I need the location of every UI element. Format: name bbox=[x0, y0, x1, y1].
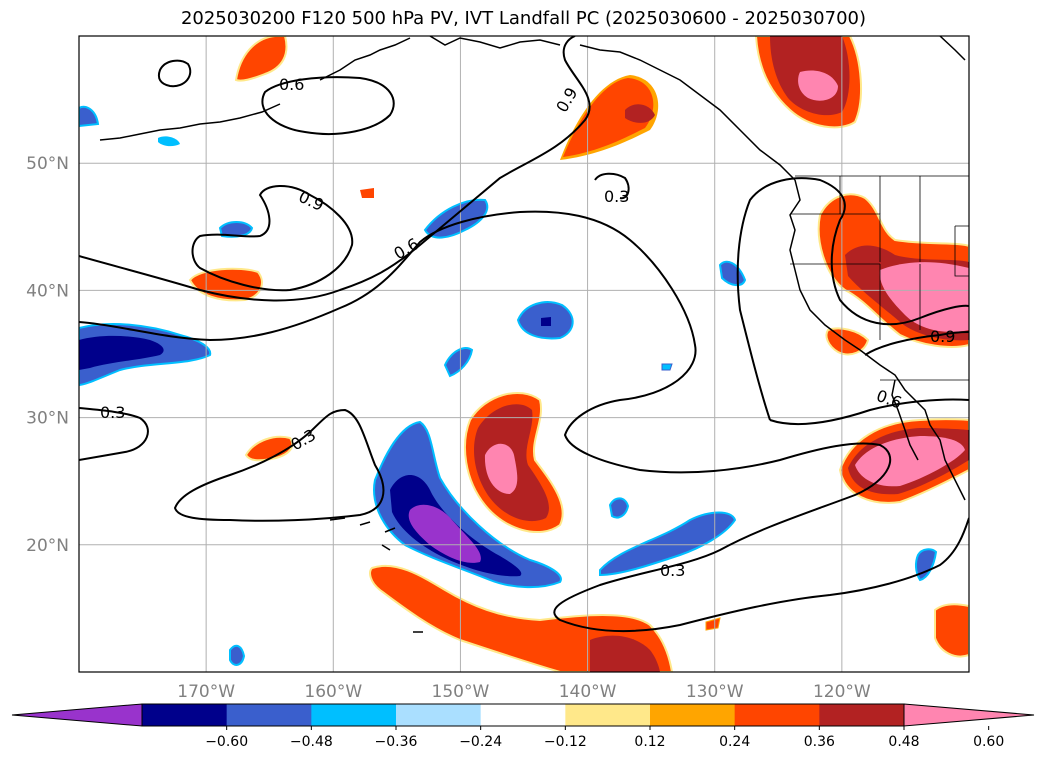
colorbar-tick-label: −0.36 bbox=[375, 734, 418, 750]
lat-tick-label: 50°N bbox=[26, 154, 69, 174]
colorbar-tick-label: 0.48 bbox=[888, 734, 919, 750]
negative-anomaly-main bbox=[373, 420, 562, 589]
gridlines bbox=[79, 36, 969, 672]
colorbar-tick-label: 0.12 bbox=[634, 734, 665, 750]
lon-tick-label: 160°W bbox=[304, 682, 362, 702]
contour-0.9-west bbox=[191, 185, 354, 292]
colorbar bbox=[11, 703, 1035, 727]
positive-anomaly-west-coast bbox=[817, 193, 969, 356]
colorbar-tick-labels: −0.60 −0.48 −0.36 −0.24 −0.12 0.12 0.24 0.36 0.4… bbox=[205, 726, 1004, 750]
positive-anomaly-left-small bbox=[188, 188, 374, 302]
contour-0.9-main bbox=[79, 36, 591, 302]
colorbar-swatch bbox=[142, 704, 228, 726]
colorbar-swatch bbox=[819, 704, 905, 726]
lat-tick-label: 30°N bbox=[26, 409, 69, 429]
contour-0.3-south bbox=[173, 408, 385, 522]
contour-label: 0.3 bbox=[660, 561, 685, 580]
colorbar-swatch bbox=[650, 704, 736, 726]
contour-east-0.9 bbox=[864, 331, 969, 356]
positive-anomaly-top-center bbox=[560, 75, 659, 160]
colorbar-swatch bbox=[311, 704, 397, 726]
colorbar-extend-low bbox=[11, 703, 143, 727]
map-area: 0.6 0.9 0.9 0.3 0.6 0.3 0.3 0.6 0.9 0.3 bbox=[79, 36, 969, 672]
negative-anomaly-scattered bbox=[79, 105, 938, 666]
positive-anomaly-top-right bbox=[754, 36, 863, 129]
lon-tick-label: 130°W bbox=[686, 682, 744, 702]
contour-label: 0.3 bbox=[100, 403, 125, 422]
colorbar-swatch bbox=[480, 704, 566, 726]
contour-small-loop bbox=[157, 59, 192, 88]
plot-title: 2025030200 F120 500 hPa PV, IVT Landfall… bbox=[180, 8, 867, 29]
longitude-labels: 170°W 160°W 150°W 140°W 130°W 120°W bbox=[177, 682, 871, 702]
positive-anomaly-central bbox=[244, 391, 564, 534]
contour-label: 0.9 bbox=[296, 187, 327, 215]
contour-label: 0.3 bbox=[604, 187, 629, 206]
contour-label: 0.3 bbox=[287, 425, 319, 454]
colorbar-tick-label: −0.48 bbox=[290, 734, 333, 750]
contour-label: 0.9 bbox=[552, 84, 581, 116]
colorbar-tick-label: 0.24 bbox=[719, 734, 750, 750]
positive-anomaly-top-left bbox=[234, 36, 288, 82]
lon-tick-label: 170°W bbox=[177, 682, 235, 702]
lon-tick-label: 120°W bbox=[813, 682, 871, 702]
contour-0.3-west bbox=[79, 407, 149, 461]
map-frame bbox=[78, 35, 970, 673]
colorbar-swatch bbox=[734, 704, 820, 726]
lat-tick-label: 20°N bbox=[26, 536, 69, 556]
contour-east-inner bbox=[769, 398, 969, 426]
contour-label: 0.9 bbox=[930, 327, 955, 346]
coastlines bbox=[99, 36, 966, 633]
colorbar-tick-label: 0.60 bbox=[973, 734, 1004, 750]
colorbar-tick-label: −0.12 bbox=[544, 734, 587, 750]
contour-0.3-small bbox=[594, 172, 630, 200]
lon-tick-label: 140°W bbox=[559, 682, 617, 702]
borders bbox=[790, 175, 969, 381]
colorbar-swatch bbox=[396, 704, 482, 726]
colorbar-tick-label: 0.36 bbox=[804, 734, 835, 750]
ivt-contours bbox=[79, 36, 969, 633]
colorbar-tick-label: −0.60 bbox=[205, 734, 248, 750]
colorbar-outline bbox=[141, 703, 905, 727]
contour-outer-east bbox=[736, 177, 969, 421]
positive-anomaly-south-band bbox=[369, 564, 674, 672]
lat-tick-label: 40°N bbox=[26, 281, 69, 301]
latitude-labels: 20°N 30°N 40°N 50°N bbox=[26, 154, 69, 556]
colorbar-swatch bbox=[226, 704, 312, 726]
colorbar-swatch bbox=[565, 704, 651, 726]
contour-0.6-main bbox=[79, 210, 969, 633]
contour-label: 0.6 bbox=[390, 234, 422, 263]
contour-label: 0.6 bbox=[279, 75, 304, 94]
colorbar-tick-label: −0.24 bbox=[459, 734, 502, 750]
colorbar-extend-high bbox=[903, 703, 1035, 727]
negative-anomaly-left bbox=[79, 323, 212, 387]
lon-tick-label: 150°W bbox=[432, 682, 490, 702]
contour-0.6-north bbox=[261, 76, 395, 135]
